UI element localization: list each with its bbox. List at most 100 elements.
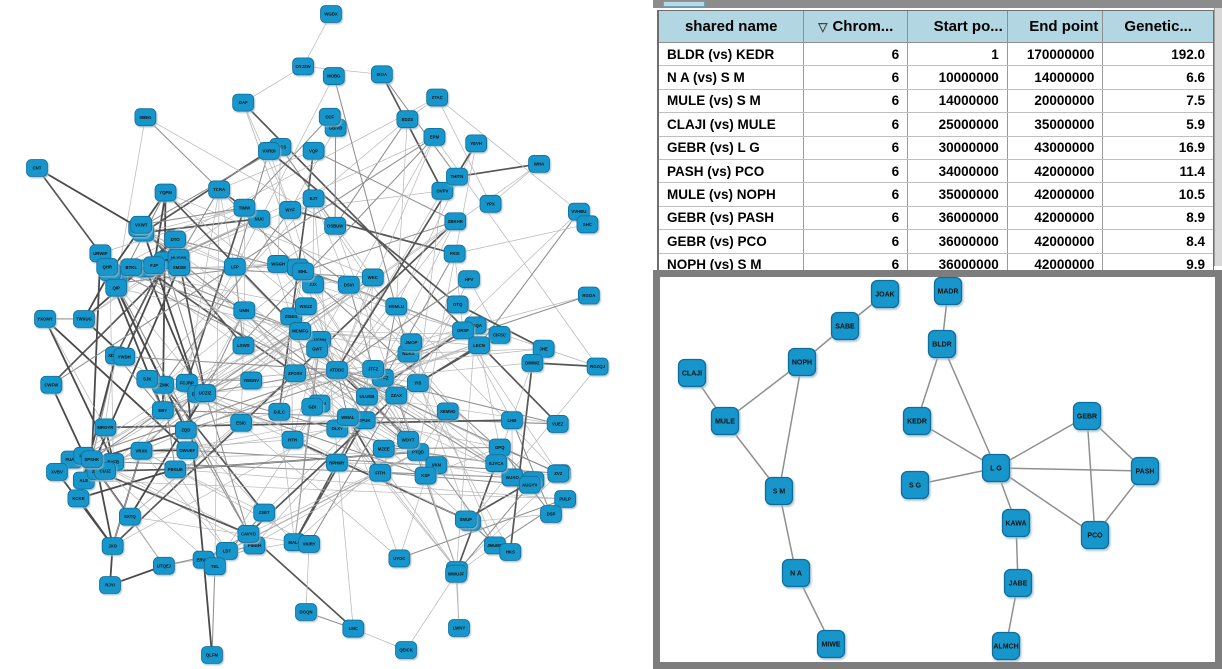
network-node[interactable]: LMC (342, 619, 365, 638)
network-node[interactable]: TWXUG (73, 310, 95, 328)
network-node[interactable]: DWUEF (176, 441, 199, 460)
network-edge[interactable] (941, 343, 997, 469)
network-node[interactable]: KCKE (67, 489, 90, 508)
network-node[interactable]: SABE (830, 311, 860, 341)
network-node[interactable]: VXRDI (258, 142, 280, 160)
network-node[interactable]: ATDDC (326, 361, 348, 379)
network-node[interactable]: CLAJI (677, 358, 707, 388)
subnetwork-nodes[interactable]: JOAK MADR SABE BLDR NOPH CLAJI MULE KEDR GEBR L G… (677, 277, 1160, 661)
network-node[interactable]: VUEZ (546, 415, 569, 433)
network-node[interactable]: JOAK (870, 279, 900, 309)
network-node[interactable]: XEMVD (436, 402, 459, 421)
network-node[interactable]: PBGUE (164, 460, 187, 479)
network-edge[interactable] (778, 361, 803, 492)
network-node[interactable]: SHC (576, 215, 599, 234)
network-node[interactable]: DIMWZ (521, 354, 544, 372)
network-node[interactable]: SPSHK (80, 450, 103, 469)
network-node[interactable]: ESIC (230, 413, 253, 432)
network-node[interactable]: YWDH (113, 347, 136, 366)
table-row[interactable]: BLDR (vs) KEDR 6 1 170000000 192.0 (659, 43, 1213, 67)
network-node[interactable]: DJLC (268, 402, 291, 421)
network-edge[interactable] (1086, 415, 1096, 536)
network-node[interactable]: DOQN (295, 603, 317, 621)
network-node[interactable]: IXOA (370, 65, 393, 84)
network-node[interactable]: OSBUW (324, 216, 347, 235)
network-node[interactable]: ZBKHR (444, 212, 467, 231)
network-node[interactable]: NOPH (787, 347, 817, 377)
network-node[interactable]: LECN (468, 336, 491, 355)
column-header[interactable]: shared name (659, 11, 805, 42)
network-node[interactable]: OYJZW (292, 57, 315, 76)
network-node[interactable]: WMAL (336, 408, 359, 427)
network-edge[interactable] (995, 467, 1096, 536)
subnetwork-svg[interactable]: JOAK MADR SABE BLDR NOPH CLAJI MULE KEDR GEBR L G… (660, 277, 1215, 662)
network-node[interactable]: AUGYV (518, 475, 541, 494)
network-node[interactable]: YPX (479, 194, 502, 213)
network-node[interactable]: S M (764, 476, 794, 506)
network-node[interactable]: WGGH (267, 255, 290, 273)
network-node[interactable]: PCO (1080, 520, 1110, 550)
network-node[interactable]: GWT (306, 340, 329, 358)
network-node[interactable]: KSF (414, 466, 437, 485)
network-node[interactable]: ZFOSV (284, 364, 307, 383)
network-node[interactable]: UMN (233, 301, 256, 320)
network-node[interactable]: EBY (151, 401, 174, 420)
network-node[interactable]: N A (781, 558, 811, 588)
network-node[interactable]: SJK (136, 369, 159, 388)
network-node[interactable]: LDT (216, 542, 238, 560)
network-node[interactable]: LSWS (232, 336, 255, 355)
horizontal-scrollbar-thumb[interactable] (663, 1, 705, 7)
network-node[interactable]: MROYR (94, 418, 117, 437)
network-node[interactable]: EJYCA (485, 454, 508, 473)
network-node[interactable]: HFV (458, 270, 480, 289)
network-node[interactable]: QHR (96, 257, 119, 276)
network-node[interactable]: DRSF (452, 321, 474, 340)
network-node[interactable]: GPQ (488, 438, 511, 457)
network-node[interactable]: PULP (554, 490, 577, 508)
table-row[interactable]: PASH (vs) PCO 6 34000000 42000000 11.4 (659, 159, 1213, 184)
network-node[interactable]: HTH (281, 430, 304, 449)
table-scrollbar[interactable] (1214, 8, 1222, 266)
table-row[interactable]: MULE (vs) S M 6 14000000 20000000 7.5 (659, 89, 1213, 114)
network-node[interactable]: JTFZ (362, 359, 385, 378)
network-node[interactable]: CIFSC (488, 326, 511, 344)
network-node[interactable]: PASH (1130, 456, 1160, 486)
network-node[interactable]: UTQEJ (153, 556, 175, 575)
network-node[interactable]: RGOA (577, 286, 600, 305)
column-header[interactable]: Genetic... (1103, 11, 1213, 42)
network-node[interactable]: FKIX (443, 244, 466, 263)
network-node[interactable]: BTKL (120, 258, 143, 277)
network-node[interactable]: ZVZ (547, 464, 570, 483)
network-node[interactable]: KAWA (1001, 508, 1031, 538)
network-node[interactable]: HKS (499, 543, 522, 561)
network-node[interactable]: JABE (1003, 568, 1033, 598)
network-node[interactable]: CCF (318, 107, 341, 126)
network-node[interactable]: CAVYO (237, 525, 260, 543)
table-row[interactable]: MULE (vs) NOPH 6 35000000 42000000 10.5 (659, 183, 1213, 207)
network-node[interactable]: SXTQ (118, 507, 141, 526)
network-edge[interactable] (995, 415, 1088, 469)
network-node[interactable]: EPM (423, 128, 446, 146)
network-node[interactable]: SBEG (134, 108, 157, 127)
network-node[interactable]: THITN (446, 167, 468, 186)
network-node[interactable]: QLFM (201, 646, 223, 664)
network-node[interactable]: CNT (26, 159, 48, 177)
network-node[interactable]: WHA (528, 155, 550, 173)
network-node[interactable]: EJT (302, 189, 325, 208)
edge-table[interactable]: shared name ▽ Chrom... Start po... End point… (657, 10, 1214, 277)
network-node[interactable]: QIP (105, 278, 128, 297)
network-node[interactable]: EDZS (396, 110, 419, 129)
network-node[interactable]: SMUP (454, 510, 477, 529)
network-node[interactable]: ALMCH (991, 631, 1021, 661)
network-node[interactable]: DSP (540, 505, 562, 523)
table-row[interactable]: GEBR (vs) L G 6 30000000 43000000 16.9 (659, 136, 1213, 160)
network-node[interactable]: YQPM (154, 183, 177, 202)
network-node[interactable]: L G (981, 453, 1011, 483)
network-node[interactable]: XMSM (168, 258, 191, 277)
filter-icon[interactable]: ▽ (818, 19, 828, 34)
column-header[interactable]: Start po... (908, 11, 1008, 42)
network-node[interactable]: UCZIZ (194, 384, 216, 402)
network-node[interactable]: YMGNV (240, 371, 263, 390)
table-row[interactable]: NOPH (vs) S M 6 36000000 42000000 9.9 (659, 253, 1213, 276)
network-node[interactable]: WYF (279, 201, 302, 219)
